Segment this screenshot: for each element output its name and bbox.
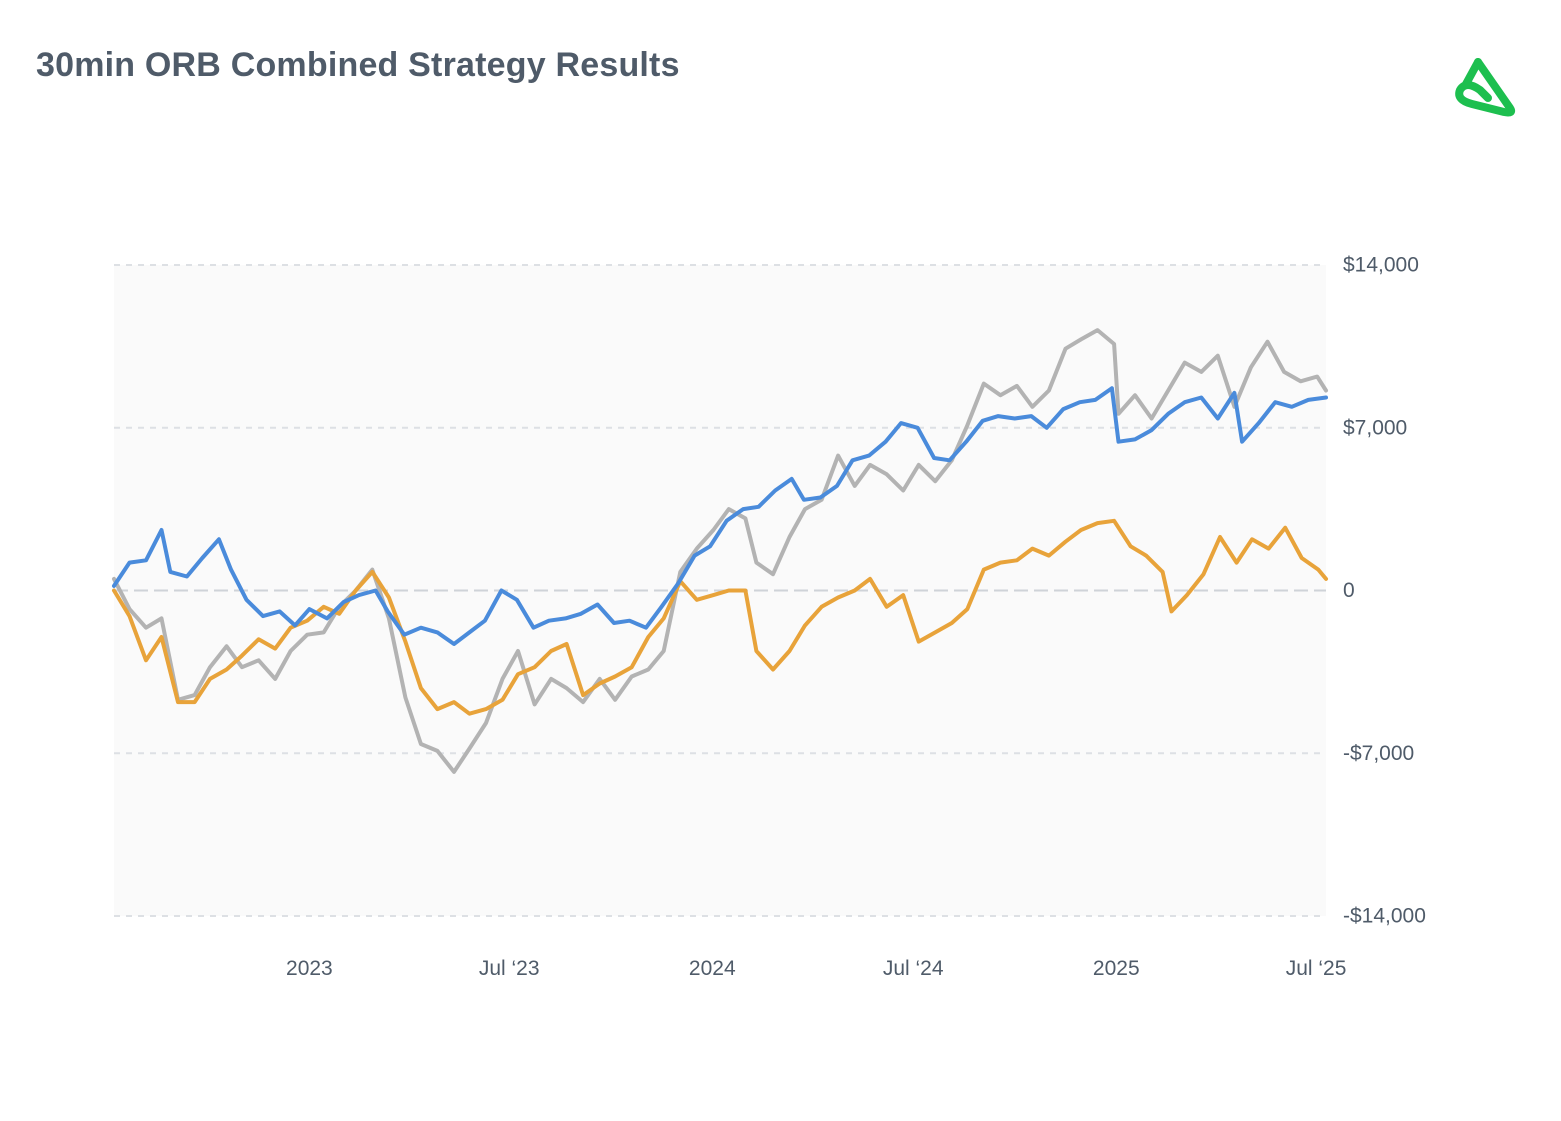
brand-logo-stroke bbox=[1462, 58, 1482, 88]
series-line-1 bbox=[112, 386, 1328, 646]
x-axis-ticks: 2023 Jul ‘23 2024 Jul ‘24 2025 Jul ‘25 bbox=[286, 957, 1346, 980]
chart-title: 30min ORB Combined Strategy Results bbox=[36, 46, 680, 84]
brand-logo-icon bbox=[1455, 58, 1516, 117]
y-axis-ticks: $14,000 $7,000 0 -$7,000 -$14,000 bbox=[1343, 254, 1426, 928]
x-tick-label: 2023 bbox=[286, 957, 333, 980]
x-tick-label: 2025 bbox=[1093, 957, 1140, 980]
grid-layer bbox=[114, 264, 1326, 917]
series-layer bbox=[112, 328, 1328, 774]
y-tick-label: $7,000 bbox=[1343, 416, 1407, 439]
series-line-2 bbox=[112, 518, 1328, 716]
y-tick-label: -$14,000 bbox=[1343, 905, 1426, 928]
x-tick-label: Jul ‘23 bbox=[479, 957, 540, 980]
x-tick-label: Jul ‘25 bbox=[1286, 957, 1347, 980]
y-tick-label: 0 bbox=[1343, 579, 1355, 602]
y-tick-label: $14,000 bbox=[1343, 254, 1419, 277]
x-tick-label: 2024 bbox=[689, 957, 736, 980]
series-line-3 bbox=[112, 328, 1328, 774]
y-tick-label: -$7,000 bbox=[1343, 742, 1414, 765]
x-tick-label: Jul ‘24 bbox=[883, 957, 944, 980]
